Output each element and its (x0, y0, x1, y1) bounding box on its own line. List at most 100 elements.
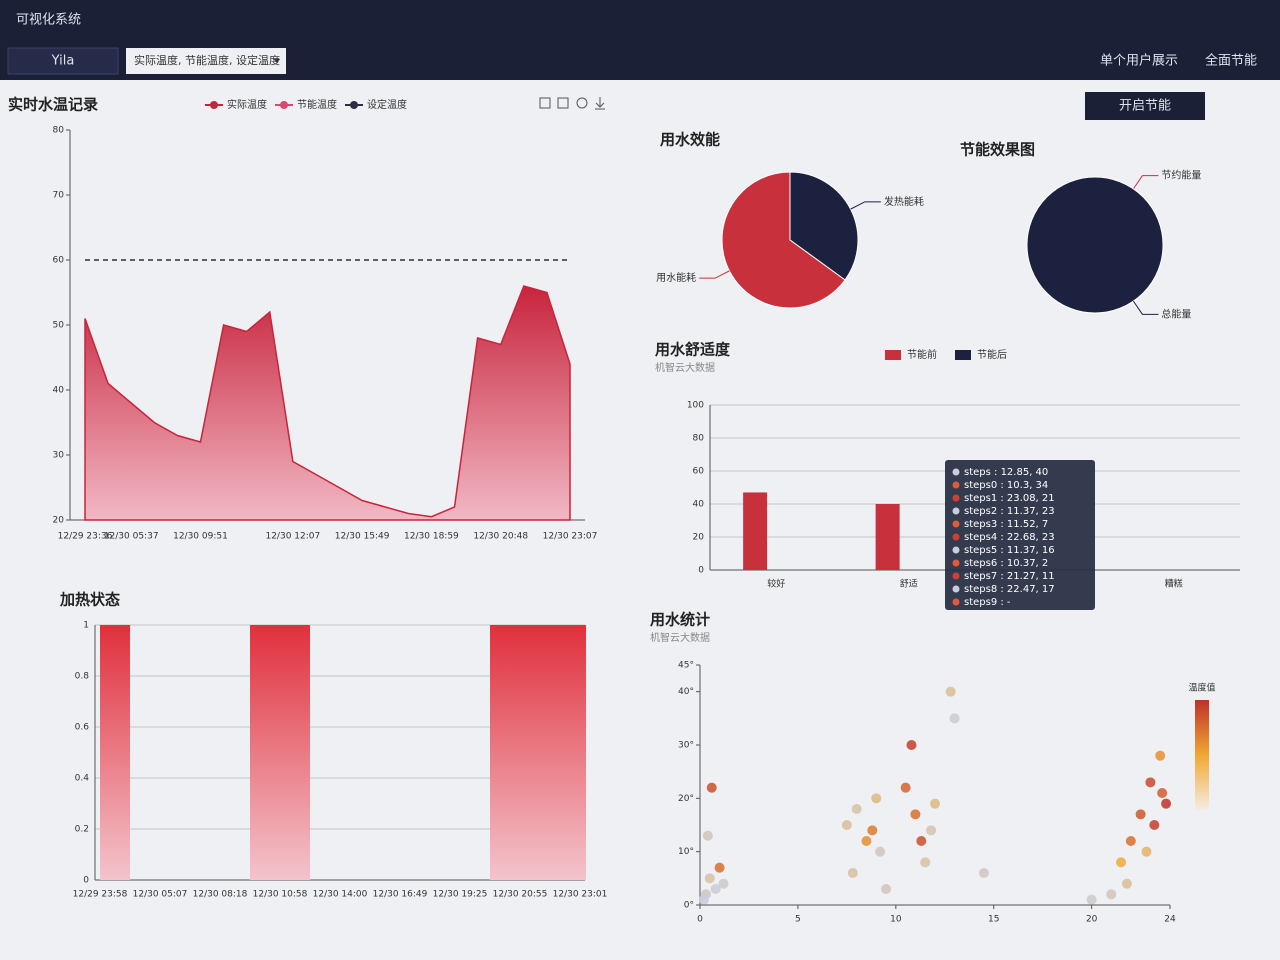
heating-segment (580, 625, 586, 880)
y-tick-label: 60 (53, 256, 65, 266)
y-tick-label: 70 (53, 191, 65, 201)
y-tick-label: 30° (678, 741, 694, 751)
y-tick-label: 30 (53, 451, 65, 461)
chart-title: 用水统计 (650, 611, 710, 629)
bar (743, 492, 768, 570)
chart-title: 用水舒适度 (655, 341, 731, 359)
scatter-point (1145, 777, 1156, 788)
legend-swatch (885, 350, 901, 360)
heating-segment (520, 625, 550, 880)
y-tick-label: 1 (83, 621, 89, 631)
y-tick-label: 100 (687, 401, 704, 411)
tooltip-dot (952, 533, 960, 541)
label-line (850, 201, 881, 210)
scatter-point (698, 894, 709, 905)
chart-title: 实时水温记录 (8, 96, 98, 114)
heating-segment (100, 625, 130, 880)
x-tick-label: 12/30 23:07 (543, 532, 598, 542)
tooltip-dot (952, 507, 960, 515)
x-tick-label: 0 (697, 915, 703, 925)
legend-swatch (955, 350, 971, 360)
action-button[interactable] (1085, 92, 1205, 120)
action-label[interactable]: 开启节能 (1119, 99, 1171, 114)
legend-label: 节能后 (977, 348, 1007, 361)
nav-item[interactable]: 全面节能 (1205, 53, 1257, 69)
tooltip-line: steps5 : 11.37, 16 (964, 545, 1055, 556)
legend-label: 设定温度 (367, 98, 407, 111)
scatter-point (702, 830, 713, 841)
user-button[interactable] (7, 47, 119, 75)
x-tick-label: 15 (988, 915, 999, 925)
y-tick-label: 45° (678, 661, 694, 671)
toolbox[interactable] (539, 97, 605, 110)
label-line (1132, 175, 1159, 190)
x-tick-label: 12/30 23:01 (553, 890, 608, 900)
scatter-point (851, 804, 862, 814)
visual-map-label: 温度值 (1188, 682, 1215, 694)
tooltip-dot (952, 559, 960, 567)
scatter-point (871, 793, 882, 804)
y-tick-label: 0 (698, 566, 704, 576)
chart-title: 节能效果图 (960, 141, 1035, 159)
tooltip: steps : 12.85, 40 steps0 : 10.3, 34 steps1… (945, 460, 1095, 610)
y-tick-label: 50 (53, 321, 65, 331)
y-tick-label: 80 (53, 126, 65, 136)
scatter-point (930, 798, 940, 809)
x-tick-label: 12/30 20:55 (493, 890, 548, 900)
x-tick-label: 糟糕 (1165, 578, 1183, 590)
scatter-point (920, 857, 931, 868)
scatter-point (1116, 857, 1127, 868)
x-tick-label: 舒适 (900, 578, 918, 590)
scatter-point (1155, 750, 1166, 761)
pie-slice (721, 171, 846, 309)
chart-subtitle: 机智云大数据 (655, 361, 715, 374)
scatter-point (706, 782, 717, 793)
scatter-point (978, 868, 989, 878)
nav-item[interactable]: 单个用户展示 (1100, 53, 1178, 69)
scatter-point (900, 782, 911, 793)
pie-slice (789, 171, 859, 281)
y-tick-label: 20 (693, 533, 705, 543)
slice-label: 发热能耗 (884, 195, 924, 208)
pie-slice (1026, 176, 1164, 314)
y-tick-label: 80 (693, 434, 705, 444)
y-tick-label: 0.8 (75, 672, 90, 682)
slice-label: 节约能量 (1161, 169, 1201, 182)
y-tick-label: 60 (693, 467, 705, 477)
heating-segment (490, 625, 520, 880)
tooltip-box (945, 460, 1095, 610)
scatter-point (949, 713, 960, 724)
slice-label: 用水能耗 (656, 271, 696, 284)
scatter-point (926, 825, 937, 836)
visual-map (1195, 700, 1209, 810)
tooltip-line: steps0 : 10.3, 34 (964, 480, 1048, 491)
scatter-point (847, 868, 858, 878)
y-tick-label: 0 (83, 876, 89, 886)
legend-label: 节能前 (907, 348, 937, 361)
label-line (699, 270, 730, 279)
tooltip-dot (952, 546, 960, 554)
select-text[interactable]: 实际温度, 节能温度, 设定温度 (134, 53, 280, 67)
tooltip-dot (952, 494, 960, 502)
y-tick-label: 20° (678, 794, 694, 804)
area (84, 285, 571, 521)
scatter-point (861, 836, 872, 846)
tooltip-line: steps9 : - (964, 597, 1011, 608)
chart-title: 用水效能 (660, 131, 720, 149)
chart-title: 加热状态 (59, 591, 120, 609)
bar (875, 504, 900, 570)
chart-subtitle: 机智云大数据 (650, 631, 710, 644)
heating-segment (550, 625, 580, 880)
user-name[interactable]: Yila (51, 54, 75, 69)
x-tick-label: 12/30 19:25 (433, 890, 488, 900)
tooltip-dot (952, 598, 960, 606)
x-tick-label: 12/30 05:37 (104, 532, 159, 542)
scatter-point (910, 809, 921, 820)
scatter-point (1086, 894, 1097, 905)
y-tick-label: 40° (678, 687, 694, 697)
series-select[interactable] (126, 48, 286, 74)
tooltip-dot (952, 572, 960, 580)
scatter-point (1161, 798, 1172, 809)
x-tick-label: 12/30 08:18 (193, 890, 248, 900)
x-tick-label: 12/30 20:48 (473, 532, 528, 542)
